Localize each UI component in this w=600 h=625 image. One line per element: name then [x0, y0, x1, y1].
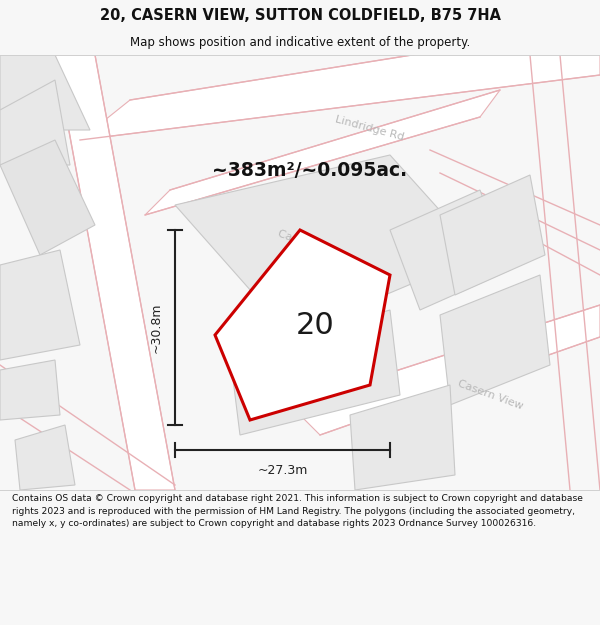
- Polygon shape: [15, 425, 75, 490]
- Text: Casern View: Casern View: [276, 229, 344, 261]
- Polygon shape: [440, 175, 545, 295]
- Polygon shape: [55, 55, 175, 490]
- Polygon shape: [390, 190, 510, 310]
- Text: ~30.8m: ~30.8m: [150, 302, 163, 352]
- Text: ~27.3m: ~27.3m: [257, 464, 308, 477]
- Text: ~383m²/~0.095ac.: ~383m²/~0.095ac.: [212, 161, 407, 179]
- Text: 20, CASERN VIEW, SUTTON COLDFIELD, B75 7HA: 20, CASERN VIEW, SUTTON COLDFIELD, B75 7…: [100, 8, 500, 23]
- Polygon shape: [175, 155, 480, 335]
- Text: 20: 20: [296, 311, 334, 339]
- Text: Map shows position and indicative extent of the property.: Map shows position and indicative extent…: [130, 36, 470, 49]
- Polygon shape: [80, 25, 600, 140]
- Polygon shape: [0, 140, 95, 255]
- Polygon shape: [440, 275, 550, 405]
- Polygon shape: [0, 55, 90, 130]
- Polygon shape: [230, 310, 400, 435]
- Polygon shape: [350, 385, 455, 490]
- Polygon shape: [145, 90, 500, 215]
- Polygon shape: [0, 80, 70, 165]
- Text: Lindridge Rd: Lindridge Rd: [334, 114, 406, 142]
- Text: Casern View: Casern View: [456, 379, 524, 411]
- Polygon shape: [0, 250, 80, 360]
- Polygon shape: [0, 360, 60, 420]
- Polygon shape: [290, 305, 600, 435]
- Polygon shape: [215, 230, 390, 420]
- Text: Contains OS data © Crown copyright and database right 2021. This information is : Contains OS data © Crown copyright and d…: [12, 494, 583, 528]
